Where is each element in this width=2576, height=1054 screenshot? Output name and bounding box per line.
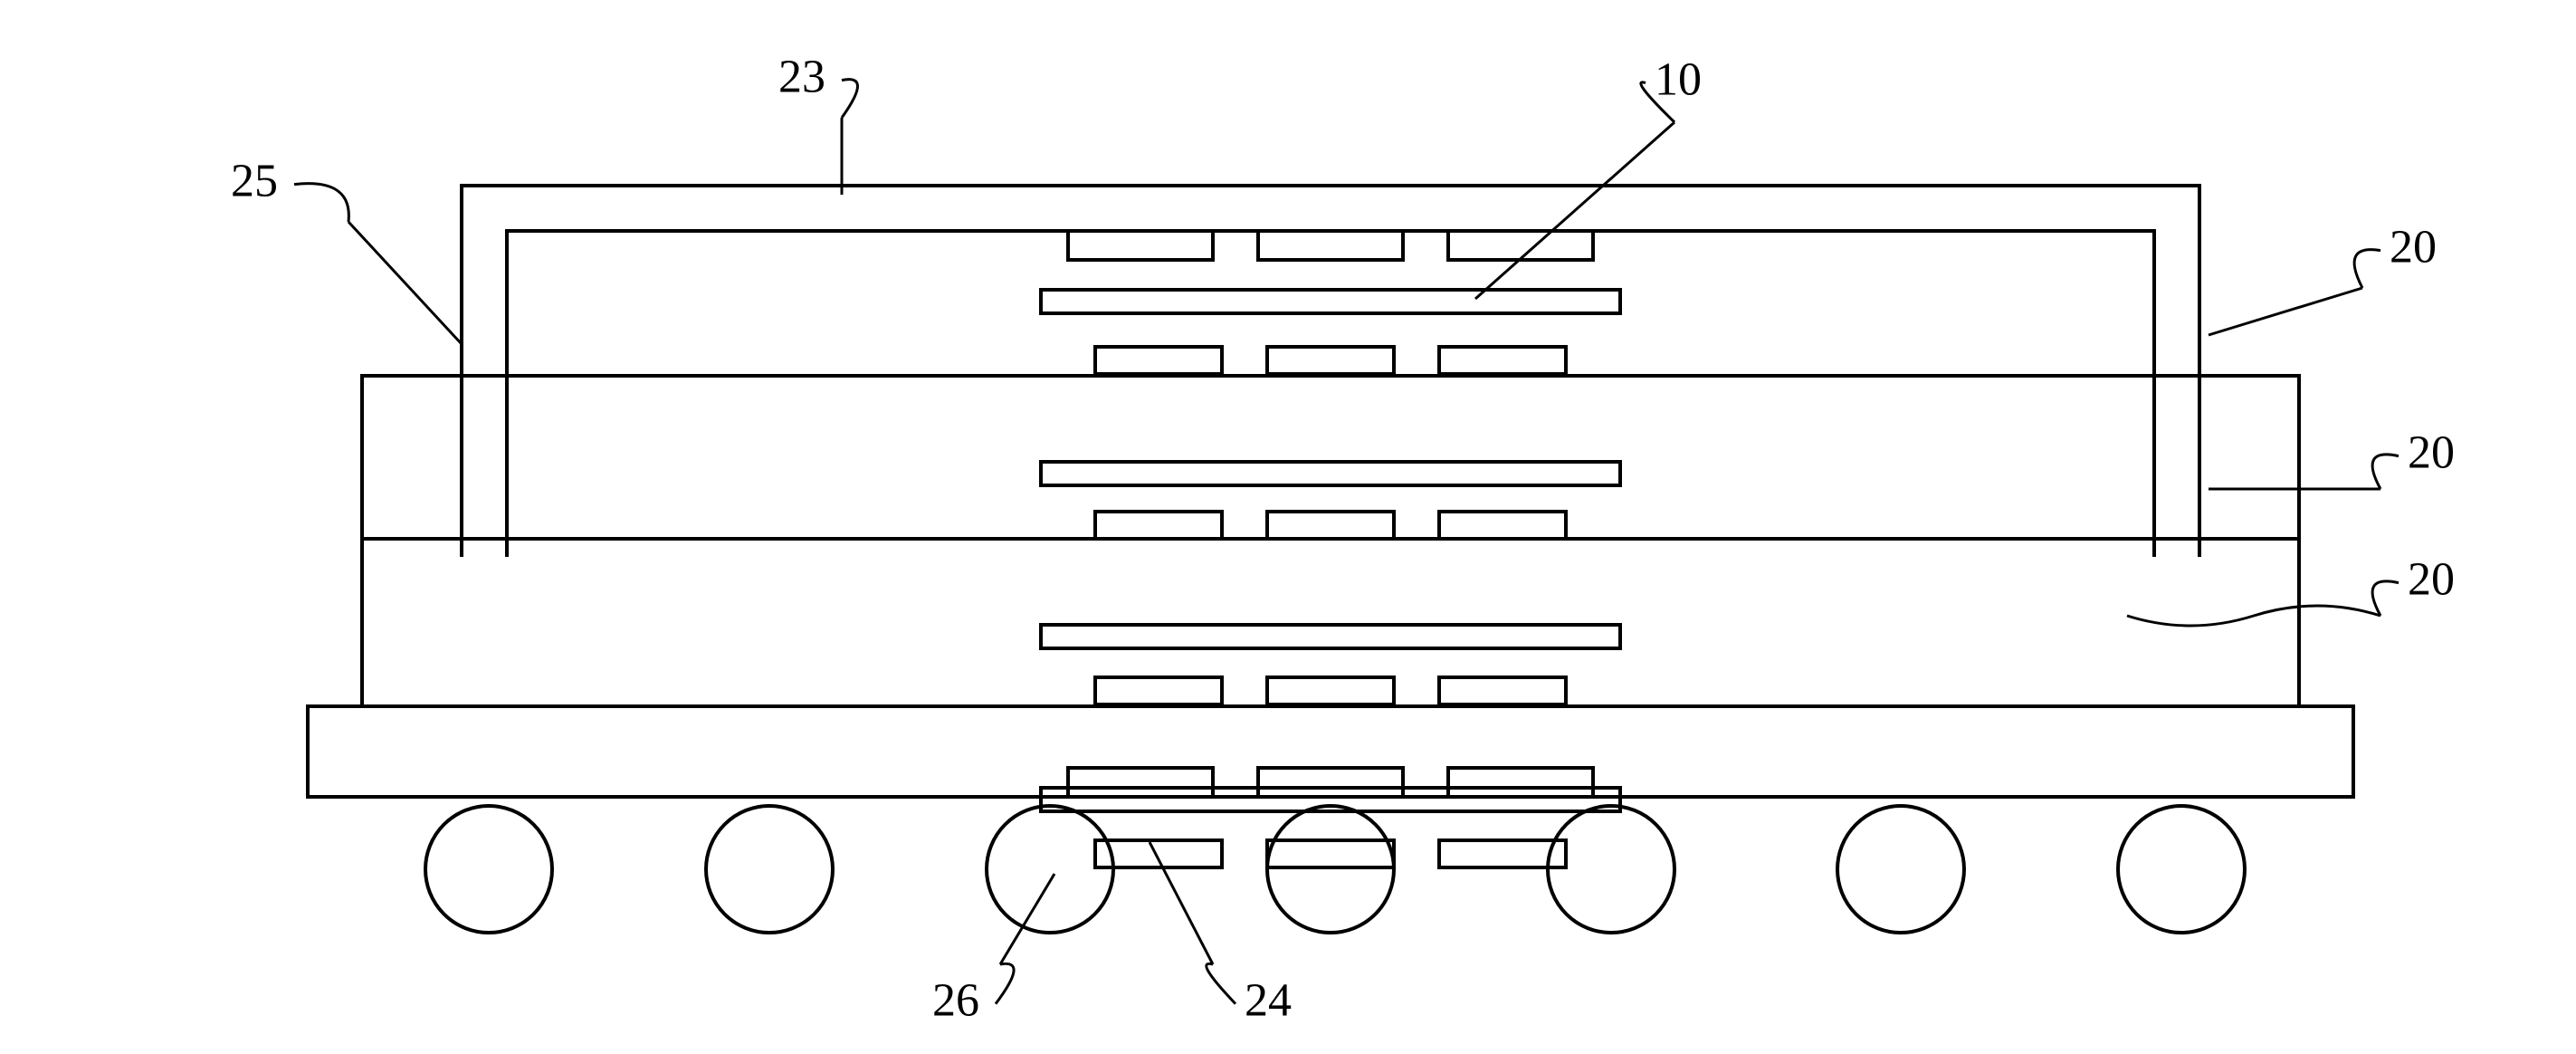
top-pad <box>1448 231 1593 260</box>
layer-top <box>507 231 2154 376</box>
die <box>1041 625 1620 648</box>
solder-ball <box>425 806 552 933</box>
callout-10: 10 <box>1655 54 1702 106</box>
layer-bot <box>362 539 2299 706</box>
bottom-pad <box>1448 768 1593 797</box>
die <box>1041 788 1620 811</box>
pad <box>1267 347 1394 374</box>
pad <box>1267 677 1394 704</box>
callout-25: 25 <box>231 156 278 207</box>
pad <box>1267 512 1394 539</box>
pad <box>1439 512 1566 539</box>
pad <box>1095 347 1222 374</box>
top-pad <box>1258 231 1403 260</box>
pad <box>1095 677 1222 704</box>
base-substrate <box>308 706 2353 797</box>
die <box>1041 462 1620 485</box>
top-pad <box>1068 231 1213 260</box>
layer-mid <box>362 376 2299 539</box>
solder-ball <box>706 806 833 933</box>
callout-24: 24 <box>1245 975 1292 1027</box>
solder-ball <box>1837 806 1964 933</box>
callout-26: 26 <box>932 975 979 1027</box>
pad <box>1439 347 1566 374</box>
pad <box>1095 512 1222 539</box>
callout-20b: 20 <box>2408 427 2455 479</box>
pad <box>1439 677 1566 704</box>
callout-20c: 20 <box>2408 554 2455 606</box>
package-cross-section: 23 10 25 20 20 20 26 24 <box>0 0 2576 1054</box>
solder-ball <box>2118 806 2245 933</box>
bottom-pad <box>1068 768 1213 797</box>
die <box>1041 290 1620 313</box>
pad <box>1267 840 1394 867</box>
callout-20a: 20 <box>2390 222 2437 273</box>
callout-23: 23 <box>778 52 825 103</box>
bottom-pad <box>1258 768 1403 797</box>
